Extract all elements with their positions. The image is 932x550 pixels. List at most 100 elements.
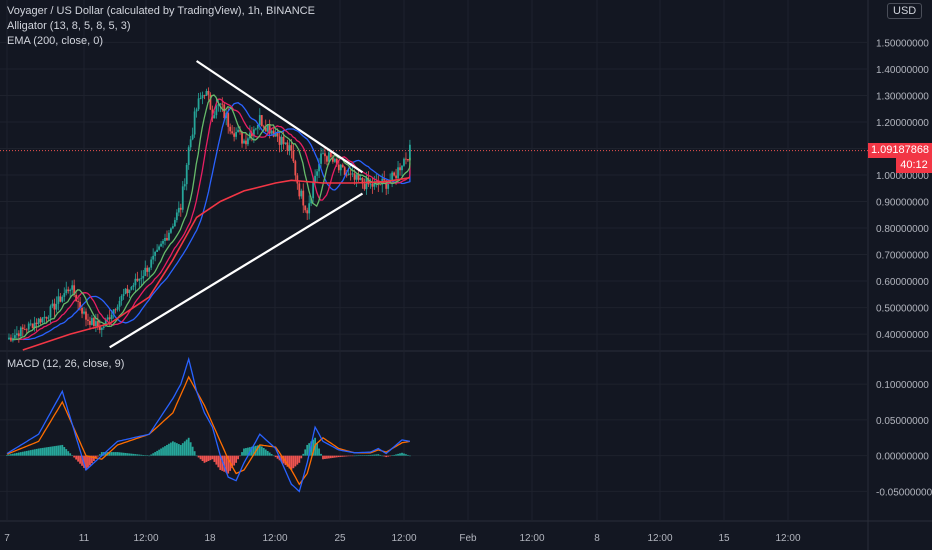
macd-tick-label: 0.05000000 [876,416,929,427]
candle-body [357,174,360,180]
lower-trendline[interactable] [109,192,364,349]
alligator-jaw-line [22,102,411,341]
upper-trendline[interactable] [195,60,364,174]
candle-body [10,337,12,341]
macd-histogram-bar [363,455,366,456]
macd-histogram-bar [134,454,137,456]
candle-body [207,90,210,95]
candle-body [158,246,160,250]
macd-histogram-bar [272,455,275,457]
legend-symbol[interactable]: Voyager / US Dollar (calculated by Tradi… [7,5,315,17]
macd-histogram-bar [241,452,243,456]
macd-histogram-bar [221,455,224,471]
macd-histogram-bar [359,455,362,456]
candle-body [94,321,97,326]
candle-body [191,134,194,140]
macd-histogram-bar [81,455,83,466]
candle-body [371,183,374,187]
candle-body [333,158,336,162]
candle-body [316,171,318,176]
candle-body [306,210,309,214]
macd-histogram-bar [51,446,54,456]
candle-body [379,184,382,186]
alligator-teeth-line [16,98,411,341]
macd-histogram-bar [130,453,133,456]
candle-body [219,103,222,105]
macd-histogram-bar [41,447,44,456]
macd-histogram-bar [29,450,32,456]
macd-histogram-bar [296,455,299,465]
macd-histogram-bar [288,455,291,469]
candle-body [110,314,113,320]
macd-histogram-bar [219,455,222,470]
price-tick-label: 0.40000000 [876,330,929,341]
macd-histogram-bar [31,449,34,456]
macd-histogram-bar [197,455,200,458]
candle-body [17,333,20,337]
price-pane[interactable] [0,60,868,351]
legend-macd[interactable]: MACD (12, 26, close, 9) [7,358,125,370]
macd-histogram-bar [104,452,107,456]
macd-histogram-bar [347,455,350,457]
macd-tick-label: -0.05000000 [876,487,932,498]
candle-body [102,326,105,328]
macd-histogram-bar [152,453,155,456]
macd-histogram-bar [409,455,411,457]
macd-histogram-bar [367,455,370,456]
currency-badge[interactable]: USD [887,3,923,19]
candle-body [314,175,316,183]
candle-body [363,183,366,190]
macd-histogram-bar [341,455,344,457]
macd-histogram-bar [53,446,56,456]
candle-body [235,132,237,137]
macd-histogram-bar [191,446,194,456]
candle-body [96,321,99,327]
macd-histogram-bar [251,446,253,456]
candle-body [262,126,265,128]
candle-body [260,115,263,127]
macd-histogram-bar [393,454,395,456]
candle-body [172,226,174,229]
macd-histogram-bar [185,439,188,456]
macd-histogram-bar [49,446,52,456]
candle-body [122,294,125,297]
macd-pane[interactable] [6,356,411,493]
macd-signal-line [6,375,410,486]
macd-tick-label: 0.00000000 [876,452,929,463]
candle-body [213,115,216,119]
macd-histogram-bar [235,455,237,463]
candle-body [308,203,311,214]
macd-histogram-bar [304,449,307,456]
legend-ema[interactable]: EMA (200, close, 0) [7,35,103,47]
candle-body [337,164,340,171]
candle-body [45,316,48,319]
macd-histogram-bar [96,455,99,457]
macd-histogram-bar [379,454,382,456]
candle-body [324,153,326,157]
macd-histogram-bar [252,446,255,456]
candle-body [347,173,350,176]
candle-body [106,317,109,320]
macd-histogram-bar [201,455,204,462]
macd-histogram-bar [371,454,374,456]
candle-body [233,133,236,137]
candle-body [373,181,376,187]
time-tick-label: 7 [4,533,10,544]
time-tick-label: 8 [594,533,600,544]
macd-histogram-bar [353,455,356,457]
macd-histogram-bar [100,452,103,456]
macd-histogram-bar [205,455,208,462]
candle-body [282,136,285,144]
macd-histogram-bar [405,454,407,456]
candle-body [284,142,287,144]
candle-body [134,278,137,286]
candle-body [274,132,277,137]
macd-histogram-bar [61,444,64,456]
macd-histogram-bar [79,455,81,464]
legend-alligator[interactable]: Alligator (13, 8, 5, 8, 5, 3) [7,20,131,32]
macd-histogram-bar [351,455,354,457]
time-tick-label: 12:00 [775,533,800,544]
time-tick-label: 12:00 [647,533,672,544]
candle-body [243,140,245,144]
